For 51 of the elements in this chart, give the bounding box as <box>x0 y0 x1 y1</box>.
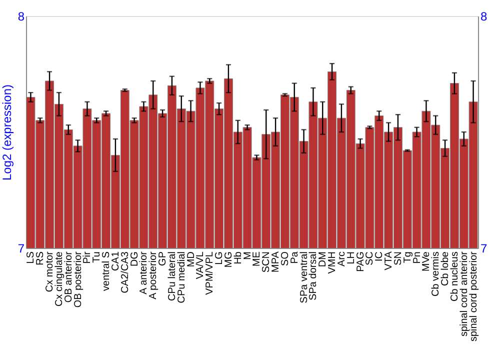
x-tick-label: LH <box>346 252 357 264</box>
x-tick-label: ME <box>252 251 263 266</box>
x-tick-label: VTA <box>384 251 395 270</box>
x-tick-label: Pa <box>289 251 300 264</box>
y-axis-title: Log2 (expression) <box>0 84 14 181</box>
x-tick-label: LG <box>214 251 226 265</box>
x-tick-label: MD <box>186 252 197 268</box>
x-tick-label: Pir <box>82 250 94 264</box>
x-tick-label: LS <box>26 251 37 264</box>
x-tick-label: A anterior <box>138 250 150 294</box>
x-tick-label: CPu medial <box>176 252 188 304</box>
x-tick-label: OB anterior <box>63 250 74 303</box>
x-tick-label: A posterior <box>148 250 160 300</box>
x-tick-label: VPM/VPL <box>204 251 216 295</box>
x-tick-label: IC <box>374 252 386 262</box>
x-tick-label: Arc <box>336 252 348 266</box>
x-tick-label: spinal cord anterior <box>458 250 470 337</box>
x-tick-label: Cb nucleus <box>449 252 460 302</box>
x-tick-label: SPa ventral <box>298 252 310 304</box>
x-tick-label: CA2/CA3 <box>120 251 131 294</box>
x-tick-label: DM <box>318 252 329 268</box>
x-tick-label: Cb vermis <box>430 252 442 297</box>
y2-tick-label: 7 <box>480 242 488 256</box>
x-tick-label: DG <box>129 251 140 266</box>
x-tick-label: Tg <box>402 252 414 264</box>
x-tick-label: VA/VL <box>195 251 206 280</box>
x-tick-label: CPu lateral <box>166 252 178 301</box>
x-tick-label: ventral S <box>101 251 112 291</box>
x-tick-label: MG <box>223 251 234 268</box>
x-tick-label: VMH <box>327 252 338 274</box>
x-tick-label: Tu <box>92 252 103 263</box>
y2-tick-label: 8 <box>480 10 488 24</box>
x-tick-label: SN <box>392 252 404 266</box>
x-tick-label: MPA <box>270 251 282 272</box>
x-tick-label: SC <box>364 252 376 266</box>
x-tick-label: SPa dorsal <box>308 252 320 300</box>
x-tick-label: MVe <box>421 251 432 272</box>
x-tick-label: Cb lobe <box>440 251 452 286</box>
x-tick-label: M <box>242 252 254 260</box>
x-tick-label: PAG <box>355 251 366 272</box>
x-tick-label: Pn <box>412 252 423 264</box>
x-tick-label: CA1 <box>110 251 122 271</box>
x-tick-label: SO <box>280 251 291 266</box>
x-tick-label: RS <box>35 251 46 266</box>
x-tick-label: Cx cingulate <box>54 251 65 307</box>
x-tick-label: Cx motor <box>44 250 56 292</box>
x-tick-label: spinal cord posterior <box>468 250 480 342</box>
x-tick-label: OB posterior <box>72 250 84 308</box>
x-tick-label: SCN <box>261 252 272 273</box>
x-tick-label: GP <box>158 251 169 266</box>
x-tick-label: Hb <box>232 251 244 264</box>
